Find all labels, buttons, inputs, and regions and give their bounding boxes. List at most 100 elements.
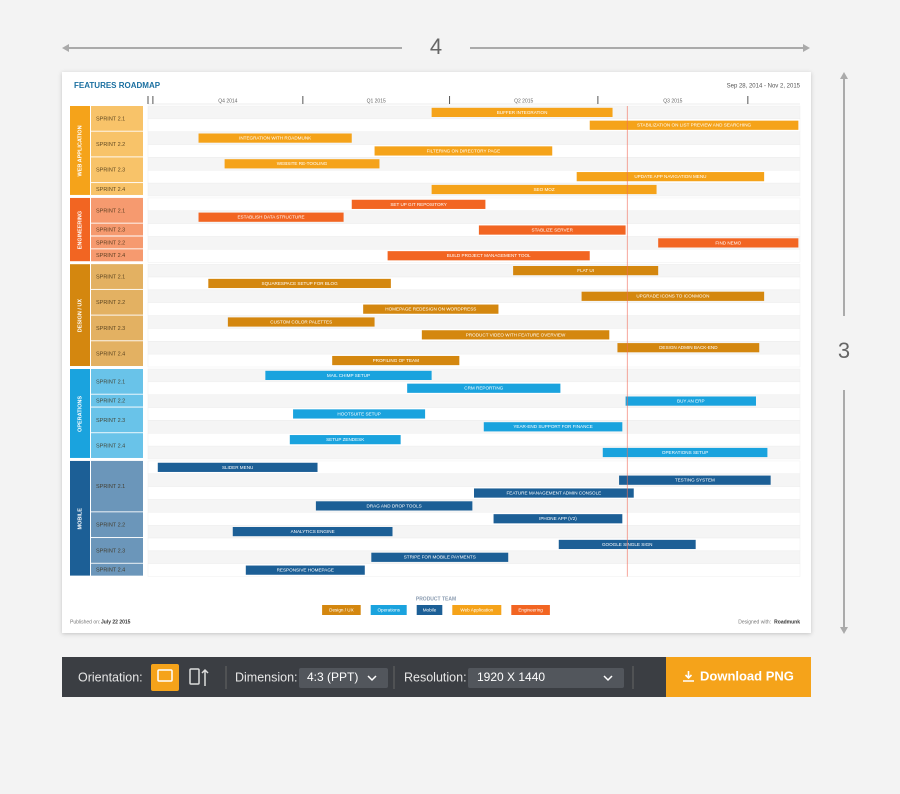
sprint-cell: [91, 315, 143, 341]
sprint-cell: [91, 538, 143, 563]
sprint-label: SPRINT 2.1: [96, 484, 125, 490]
sprint-cell: [91, 131, 143, 157]
group-band: [70, 106, 90, 195]
feature-bar: [351, 199, 486, 209]
feature-bar: [483, 422, 623, 432]
feature-bar: [421, 330, 610, 340]
sprint-label: SPRINT 2.3: [96, 548, 125, 554]
feature-label: RESPONSIVE HOMEPAGE: [277, 568, 334, 573]
landscape-button[interactable]: [151, 664, 179, 691]
sprint-cell: [91, 197, 143, 223]
sprint-cell: [91, 394, 143, 407]
feature-label: SEO MOZ: [533, 187, 554, 192]
feature-bar: [157, 462, 318, 472]
feature-bar: [407, 383, 561, 393]
dimension-label: Dimension:: [235, 670, 298, 684]
sprint-cell: [91, 223, 143, 236]
sprint-tint: [91, 538, 143, 563]
sprint-cell: [91, 407, 143, 433]
sprint-tint: [91, 433, 143, 458]
legend-label: Operations: [377, 608, 400, 613]
width-arrow: [62, 44, 810, 52]
feature-label: FLAT UI: [577, 268, 594, 273]
dimension-value: 4:3 (PPT): [307, 670, 358, 684]
rotate-icon: [201, 668, 209, 686]
lane: [147, 353, 801, 368]
sprint-tint: [91, 249, 143, 262]
feature-label: STABILIZATION ON LIST PREVIEW AND SEARCH…: [637, 123, 752, 128]
sprint-tint: [91, 289, 143, 315]
height-arrow: [840, 72, 848, 634]
feature-bar: [602, 447, 768, 458]
group-band: [70, 197, 90, 262]
feature-label: STRIPE FOR MOBILE PAYMENTS: [404, 555, 476, 560]
legend: Design / UX Operations Mobile Web Applicati…: [322, 605, 550, 615]
feature-label: SQUARESPACE SETUP FOR BLOG: [262, 281, 339, 286]
group-label: OPERATIONS: [77, 396, 83, 432]
feature-bar: [245, 565, 365, 575]
group-label: MOBILE: [77, 508, 83, 530]
designed-by: Roadmunk: [774, 619, 800, 625]
download-icon: [683, 671, 694, 682]
quarter-label: Q3 2015: [663, 98, 682, 104]
feature-bar: [363, 304, 499, 314]
lane: [147, 512, 801, 526]
resolution-value: 1920 X 1440: [477, 670, 545, 684]
portrait-button[interactable]: [189, 668, 200, 685]
width-label: 4: [430, 34, 442, 59]
sprint-label: SPRINT 2.4: [96, 568, 125, 574]
quarter-label: Q2 2015: [514, 98, 533, 104]
feature-label: FEATURE MANAGEMENT ADMIN CONSOLE: [506, 490, 601, 495]
sprint-label: SPRINT 2.3: [96, 418, 125, 424]
legend-swatch: [511, 605, 550, 615]
legend-label: Engineering: [518, 608, 543, 613]
sprint-cell: [91, 563, 143, 576]
feature-bar: [658, 238, 799, 248]
feature-bar: [224, 159, 380, 169]
sprint-tint: [91, 315, 143, 341]
feature-label: UPDATE APP NAVIGATION MENU: [634, 174, 706, 179]
sprint-cell: [91, 236, 143, 249]
sprint-label: SPRINT 2.3: [96, 326, 125, 332]
lane: [147, 420, 801, 434]
sprint-tint: [91, 236, 143, 249]
feature-bar: [232, 527, 393, 537]
feature-label: PROFILING OF TEAM: [373, 358, 420, 363]
sprint-tint: [91, 157, 143, 183]
legend-swatch: [452, 605, 502, 615]
sprint-cell: [91, 106, 143, 131]
feature-bar: [589, 120, 799, 130]
dimension-select[interactable]: [299, 668, 388, 688]
feature-bar: [581, 291, 765, 301]
sprint-cell: [91, 433, 143, 458]
feature-bar: [431, 184, 657, 195]
group-label: DESIGN / UX: [77, 299, 83, 333]
legend-label: Mobile: [423, 608, 437, 613]
feature-label: BUFFER INTEGRATION: [497, 110, 548, 115]
sprint-cell: [91, 460, 143, 512]
feature-bar: [513, 266, 659, 276]
quarter-label: Q1 2015: [367, 98, 386, 104]
feature-label: INTEGRATION WITH ROADMUNK: [239, 136, 312, 141]
lane: [147, 264, 801, 278]
resolution-select[interactable]: [468, 668, 624, 688]
resolution-label: Resolution:: [404, 670, 467, 684]
sprint-cell: [91, 264, 143, 289]
feature-bar: [265, 370, 432, 380]
chevron: [367, 675, 377, 682]
published-label: Published on:: [70, 619, 100, 625]
feature-label: YEAR-END SUPPORT FOR FINANCE: [513, 424, 592, 429]
sprint-cell: [91, 289, 143, 315]
orientation-label: Orientation:: [78, 670, 143, 684]
feature-bar: [371, 552, 509, 562]
sprint-label: SPRINT 2.4: [96, 352, 125, 358]
legend-swatch: [370, 605, 407, 615]
feature-bar: [478, 225, 626, 235]
sprint-tint: [91, 341, 143, 366]
sprint-label: SPRINT 2.2: [96, 240, 125, 246]
sprint-label: SPRINT 2.1: [96, 208, 125, 214]
roadmap-title: FEATURES ROADMAP: [74, 81, 161, 90]
sprint-label: SPRINT 2.1: [96, 379, 125, 385]
sprint-tint: [91, 460, 143, 512]
